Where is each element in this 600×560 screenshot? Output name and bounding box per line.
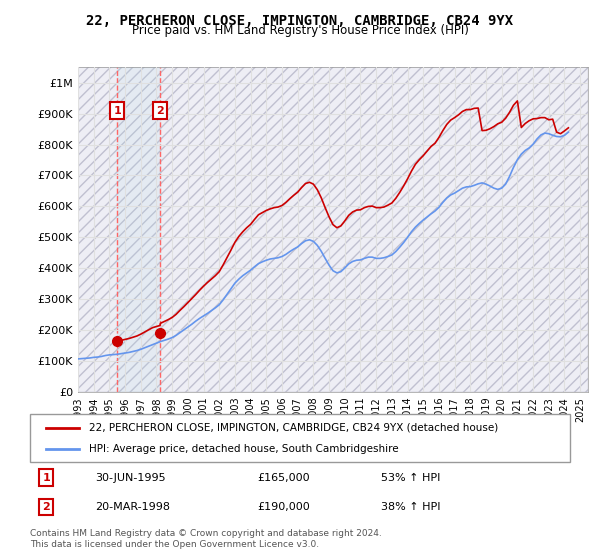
- Text: Price paid vs. HM Land Registry's House Price Index (HPI): Price paid vs. HM Land Registry's House …: [131, 24, 469, 37]
- Text: £190,000: £190,000: [257, 502, 310, 512]
- Text: £165,000: £165,000: [257, 473, 310, 483]
- Text: 38% ↑ HPI: 38% ↑ HPI: [381, 502, 440, 512]
- Text: 2: 2: [43, 502, 50, 512]
- Text: 1: 1: [43, 473, 50, 483]
- Text: HPI: Average price, detached house, South Cambridgeshire: HPI: Average price, detached house, Sout…: [89, 444, 399, 454]
- Text: 2: 2: [156, 105, 164, 115]
- Text: 22, PERCHERON CLOSE, IMPINGTON, CAMBRIDGE, CB24 9YX (detached house): 22, PERCHERON CLOSE, IMPINGTON, CAMBRIDG…: [89, 423, 499, 433]
- FancyBboxPatch shape: [30, 414, 570, 462]
- Text: 30-JUN-1995: 30-JUN-1995: [95, 473, 166, 483]
- Text: 22, PERCHERON CLOSE, IMPINGTON, CAMBRIDGE, CB24 9YX: 22, PERCHERON CLOSE, IMPINGTON, CAMBRIDG…: [86, 14, 514, 28]
- Text: 53% ↑ HPI: 53% ↑ HPI: [381, 473, 440, 483]
- Text: 1: 1: [113, 105, 121, 115]
- Text: Contains HM Land Registry data © Crown copyright and database right 2024.
This d: Contains HM Land Registry data © Crown c…: [30, 529, 382, 549]
- Bar: [117, 67, 160, 392]
- Text: 20-MAR-1998: 20-MAR-1998: [95, 502, 170, 512]
